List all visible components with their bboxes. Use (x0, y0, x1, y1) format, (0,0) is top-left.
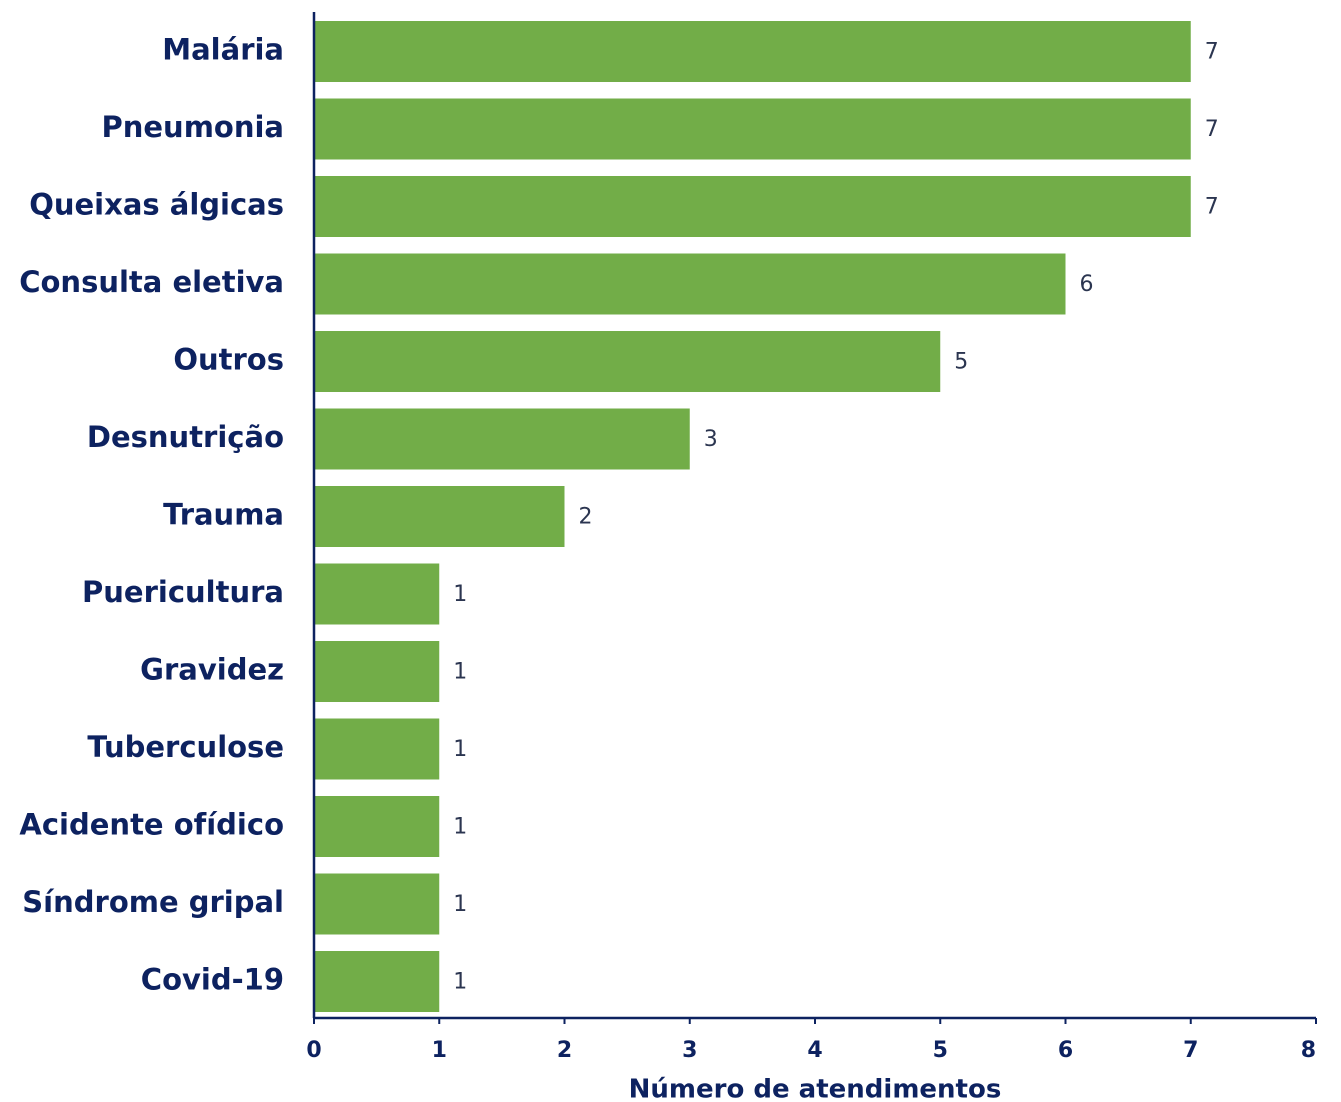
value-label-acidente-ofidico: 1 (453, 815, 467, 840)
bars-group (314, 21, 1191, 1012)
x-tick-label-2: 2 (557, 1038, 572, 1063)
bar-covid-19 (314, 951, 440, 1012)
bar-pneumonia (314, 98, 1191, 160)
value-label-consulta-eletiva: 6 (1080, 272, 1094, 297)
bar-malaria (314, 21, 1191, 82)
value-label-pneumonia: 7 (1205, 117, 1219, 142)
value-labels: 7 7 7 6 5 3 2 1 1 1 1 1 1 (453, 40, 1219, 995)
x-tick-label-5: 5 (933, 1038, 948, 1063)
x-tick-label-0: 0 (306, 1038, 321, 1063)
category-label-covid-19: Covid-19 (141, 963, 284, 997)
category-label-desnutricao: Desnutrição (87, 420, 284, 454)
category-label-outros: Outros (173, 343, 284, 377)
category-label-puericultura: Puericultura (82, 575, 284, 609)
bar-trauma (314, 486, 565, 547)
value-label-outros: 5 (954, 350, 968, 375)
bar-tuberculose (314, 718, 440, 780)
category-label-acidente-ofidico: Acidente ofídico (19, 808, 284, 842)
category-label-trauma: Trauma (163, 498, 284, 532)
bar-acidente-ofidico (314, 796, 440, 857)
category-label-malaria: Malária (162, 33, 284, 67)
category-label-pneumonia: Pneumonia (101, 110, 284, 144)
x-tick-label-7: 7 (1183, 1038, 1198, 1063)
bar-queixas-algicas (314, 176, 1191, 237)
value-label-queixas-algicas: 7 (1205, 195, 1219, 220)
x-tick-label-1: 1 (432, 1038, 447, 1063)
value-label-tuberculose: 1 (453, 737, 467, 762)
category-label-gravidez: Gravidez (140, 653, 284, 687)
x-tick-label-6: 6 (1058, 1038, 1073, 1063)
x-tick-label-3: 3 (682, 1038, 697, 1063)
value-label-trauma: 2 (579, 505, 593, 530)
x-tick-label-8: 8 (1301, 1038, 1316, 1063)
value-label-sindrome-gripal: 1 (453, 892, 467, 917)
category-labels: Malária Pneumonia Queixas álgicas Consulta … (19, 33, 284, 997)
bar-consulta-eletiva (314, 253, 1066, 315)
category-label-queixas-algicas: Queixas álgicas (29, 188, 284, 222)
x-axis-ticks: 0 1 2 3 4 5 6 7 8 (306, 1018, 1317, 1063)
bar-puericultura (314, 563, 440, 625)
bar-gravidez (314, 641, 440, 702)
value-label-malaria: 7 (1205, 40, 1219, 65)
value-label-desnutricao: 3 (704, 427, 718, 452)
category-label-sindrome-gripal: Síndrome gripal (22, 885, 284, 919)
x-axis-title: Número de atendimentos (629, 1075, 1002, 1102)
category-label-consulta-eletiva: Consulta eletiva (19, 265, 284, 299)
bar-sindrome-gripal (314, 873, 440, 935)
bar-desnutricao (314, 408, 690, 470)
value-label-puericultura: 1 (453, 582, 467, 607)
bar-outros (314, 331, 941, 392)
x-tick-label-4: 4 (807, 1038, 822, 1063)
value-label-gravidez: 1 (453, 660, 467, 685)
category-label-tuberculose: Tuberculose (87, 730, 284, 764)
value-label-covid-19: 1 (453, 970, 467, 995)
